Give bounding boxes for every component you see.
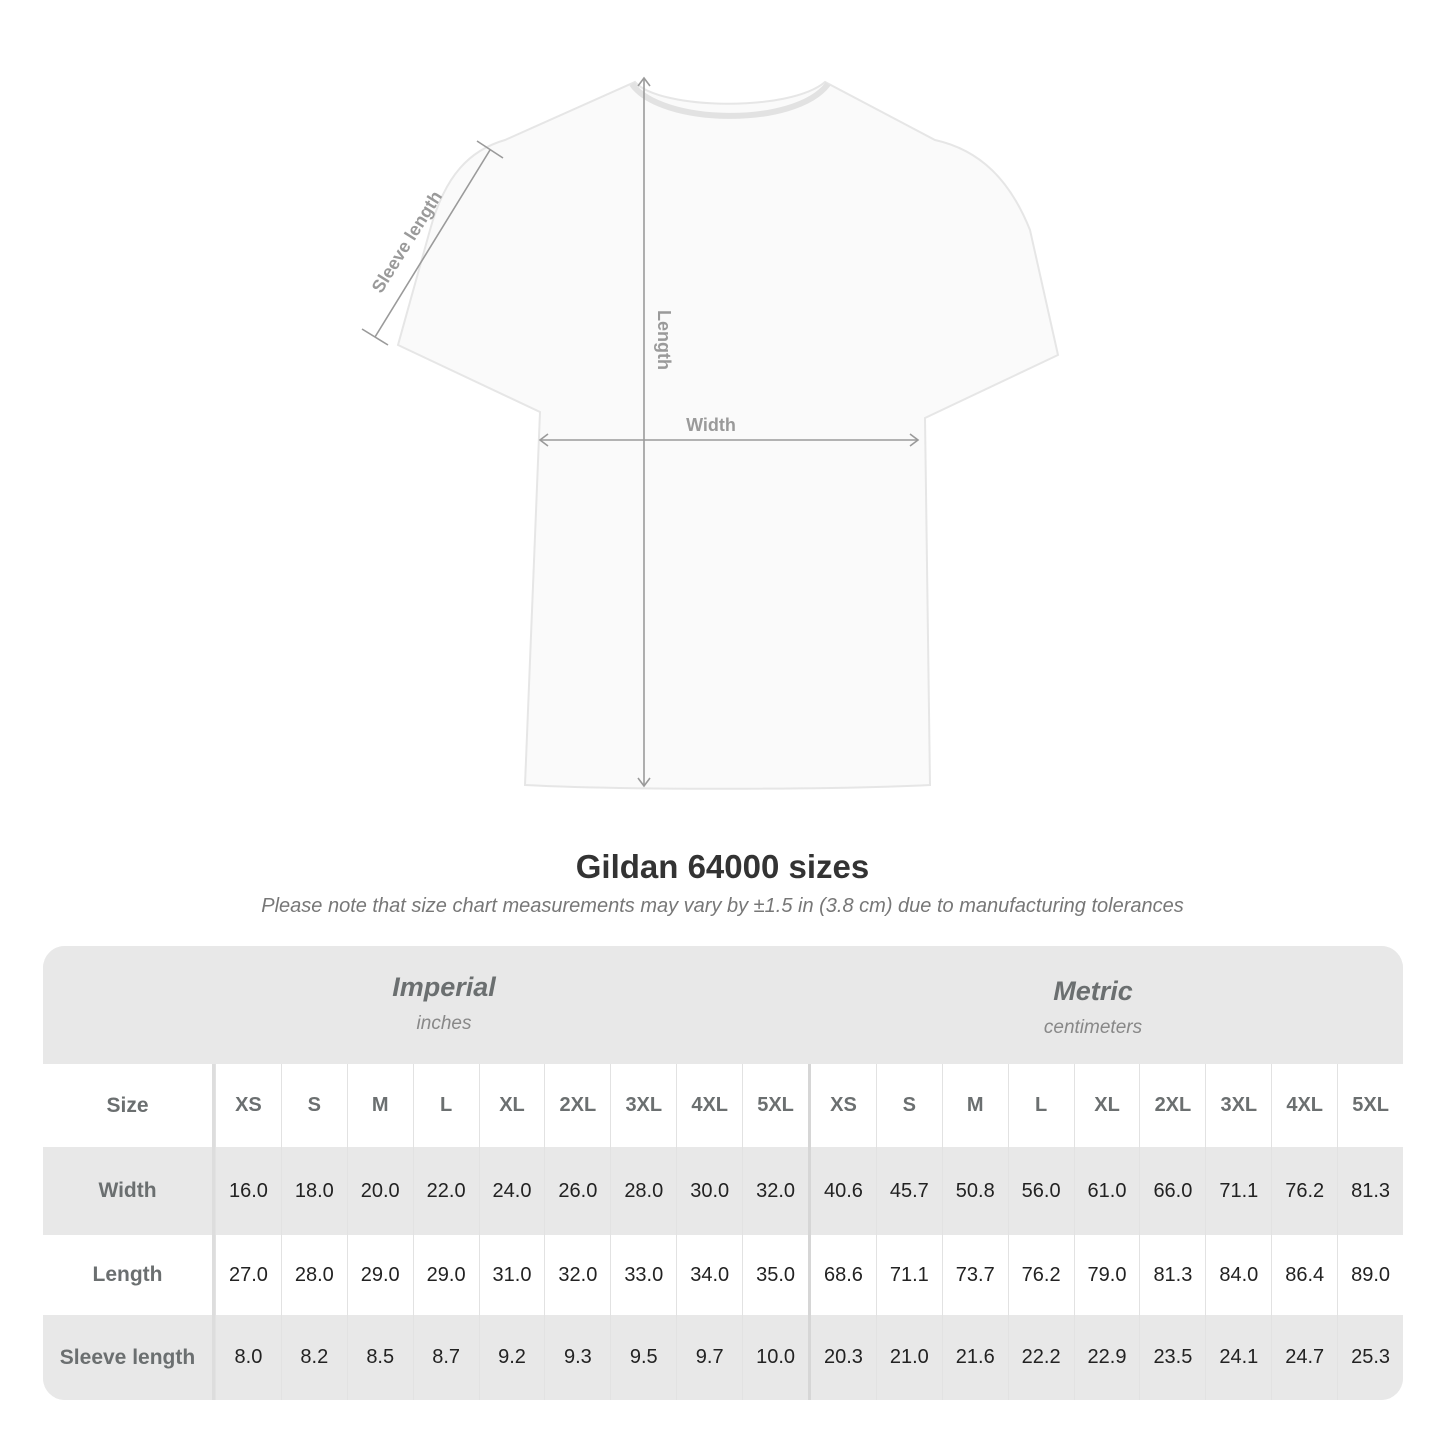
imperial-cell: 31.0	[478, 1235, 545, 1315]
imperial-cell: 9.7	[676, 1315, 742, 1400]
metric-size-5xl: 5XL	[1337, 1064, 1403, 1147]
row-label: Sleeve length	[43, 1315, 215, 1400]
imperial-cell: 29.0	[412, 1235, 479, 1315]
imperial-size-5xl: 5XL	[742, 1064, 808, 1147]
metric-cell: 89.0	[1337, 1235, 1403, 1315]
metric-size-m: M	[941, 1064, 1008, 1147]
metric-cell: 20.3	[808, 1315, 876, 1400]
metric-cell: 73.7	[941, 1235, 1008, 1315]
imperial-cell: 32.0	[742, 1147, 808, 1235]
width-label: Width	[686, 415, 736, 435]
metric-cell: 25.3	[1337, 1315, 1403, 1400]
imperial-cell: 16.0	[215, 1147, 281, 1235]
imperial-cell: 35.0	[742, 1235, 808, 1315]
imperial-title: Imperial	[392, 972, 496, 1002]
metric-size-4xl: 4XL	[1271, 1064, 1337, 1147]
imperial-cell: 8.7	[412, 1315, 479, 1400]
metric-size-3xl: 3XL	[1205, 1064, 1271, 1147]
imperial-size-s: S	[280, 1064, 347, 1147]
imperial-cell: 18.0	[280, 1147, 347, 1235]
table-row: Width 16.0 18.0 20.0 22.0 24.0 26.0 28.0 30.0 32.…	[43, 1147, 1403, 1235]
imperial-header: Imperial inches	[244, 972, 644, 1035]
imperial-cell: 8.2	[280, 1315, 347, 1400]
imperial-cell: 9.5	[610, 1315, 676, 1400]
metric-cell: 81.3	[1139, 1235, 1205, 1315]
metric-cell: 76.2	[1271, 1147, 1337, 1235]
length-label: Length	[654, 310, 674, 370]
page-title: Gildan 64000 sizes	[575, 848, 870, 885]
imperial-cell: 8.0	[215, 1315, 281, 1400]
metric-size-xl: XL	[1073, 1064, 1140, 1147]
metric-cell: 86.4	[1271, 1235, 1337, 1315]
table-row: Sleeve length 8.0 8.2 8.5 8.7 9.2 9.3 9.5 9.7 10.…	[43, 1315, 1403, 1400]
metric-cell: 21.6	[941, 1315, 1008, 1400]
table-row: Length 27.0 28.0 29.0 29.0 31.0 32.0 33.0 34.0 35…	[43, 1235, 1403, 1315]
metric-size-2xl: 2XL	[1139, 1064, 1205, 1147]
imperial-cell: 9.3	[544, 1315, 610, 1400]
table-row-size: Size XS S M L XL 2XL 3XL 4XL 5XL XS S M L XL 2XL 3XL 4XL 5…	[43, 1064, 1403, 1147]
row-label: Width	[43, 1147, 215, 1235]
imperial-cell: 10.0	[742, 1315, 808, 1400]
imperial-size-xl: XL	[478, 1064, 545, 1147]
imperial-cell: 8.5	[346, 1315, 413, 1400]
imperial-unit: inches	[416, 1013, 472, 1034]
imperial-size-4xl: 4XL	[676, 1064, 742, 1147]
metric-size-s: S	[875, 1064, 942, 1147]
imperial-cell: 9.2	[478, 1315, 545, 1400]
imperial-size-l: L	[412, 1064, 479, 1147]
metric-cell: 71.1	[875, 1235, 942, 1315]
imperial-size-xs: XS	[215, 1064, 281, 1147]
imperial-size-2xl: 2XL	[544, 1064, 610, 1147]
units-header: Imperial inches Metric centimeters	[43, 946, 1403, 1064]
metric-size-l: L	[1007, 1064, 1074, 1147]
metric-cell: 45.7	[875, 1147, 942, 1235]
imperial-cell: 27.0	[215, 1235, 281, 1315]
metric-header: Metric centimeters	[893, 976, 1293, 1039]
metric-cell: 68.6	[808, 1235, 876, 1315]
metric-cell: 22.2	[1007, 1315, 1074, 1400]
imperial-cell: 24.0	[478, 1147, 545, 1235]
metric-cell: 24.1	[1205, 1315, 1271, 1400]
size-table: Imperial inches Metric centimeters Size X…	[43, 946, 1403, 1400]
metric-cell: 24.7	[1271, 1315, 1337, 1400]
metric-cell: 71.1	[1205, 1147, 1271, 1235]
tshirt-diagram: Sleeve length Length Width	[361, 76, 1060, 790]
metric-cell: 56.0	[1007, 1147, 1074, 1235]
metric-cell: 66.0	[1139, 1147, 1205, 1235]
metric-cell: 23.5	[1139, 1315, 1205, 1400]
imperial-cell: 32.0	[544, 1235, 610, 1315]
metric-cell: 81.3	[1337, 1147, 1403, 1235]
imperial-size-m: M	[346, 1064, 413, 1147]
metric-cell: 79.0	[1073, 1235, 1140, 1315]
metric-unit: centimeters	[1043, 1017, 1143, 1038]
imperial-cell: 34.0	[676, 1235, 742, 1315]
metric-cell: 61.0	[1073, 1147, 1140, 1235]
metric-cell: 50.8	[941, 1147, 1008, 1235]
metric-title: Metric	[1053, 976, 1133, 1006]
imperial-cell: 22.0	[412, 1147, 479, 1235]
size-label: Size	[43, 1064, 215, 1147]
imperial-cell: 28.0	[280, 1235, 347, 1315]
imperial-size-3xl: 3XL	[610, 1064, 676, 1147]
metric-size-xs: XS	[808, 1064, 876, 1147]
imperial-cell: 29.0	[346, 1235, 413, 1315]
tshirt-collar	[629, 82, 831, 119]
imperial-cell: 30.0	[676, 1147, 742, 1235]
imperial-cell: 20.0	[346, 1147, 413, 1235]
imperial-cell: 28.0	[610, 1147, 676, 1235]
imperial-cell: 33.0	[610, 1235, 676, 1315]
metric-cell: 21.0	[875, 1315, 942, 1400]
metric-cell: 76.2	[1007, 1235, 1074, 1315]
row-label: Length	[43, 1235, 215, 1315]
tolerance-note: Please note that size chart measurements…	[261, 895, 1184, 917]
tshirt-shape	[396, 80, 1060, 790]
metric-cell: 84.0	[1205, 1235, 1271, 1315]
imperial-cell: 26.0	[544, 1147, 610, 1235]
sleeve-length-line	[374, 149, 491, 338]
metric-cell: 22.9	[1073, 1315, 1140, 1400]
metric-cell: 40.6	[808, 1147, 876, 1235]
